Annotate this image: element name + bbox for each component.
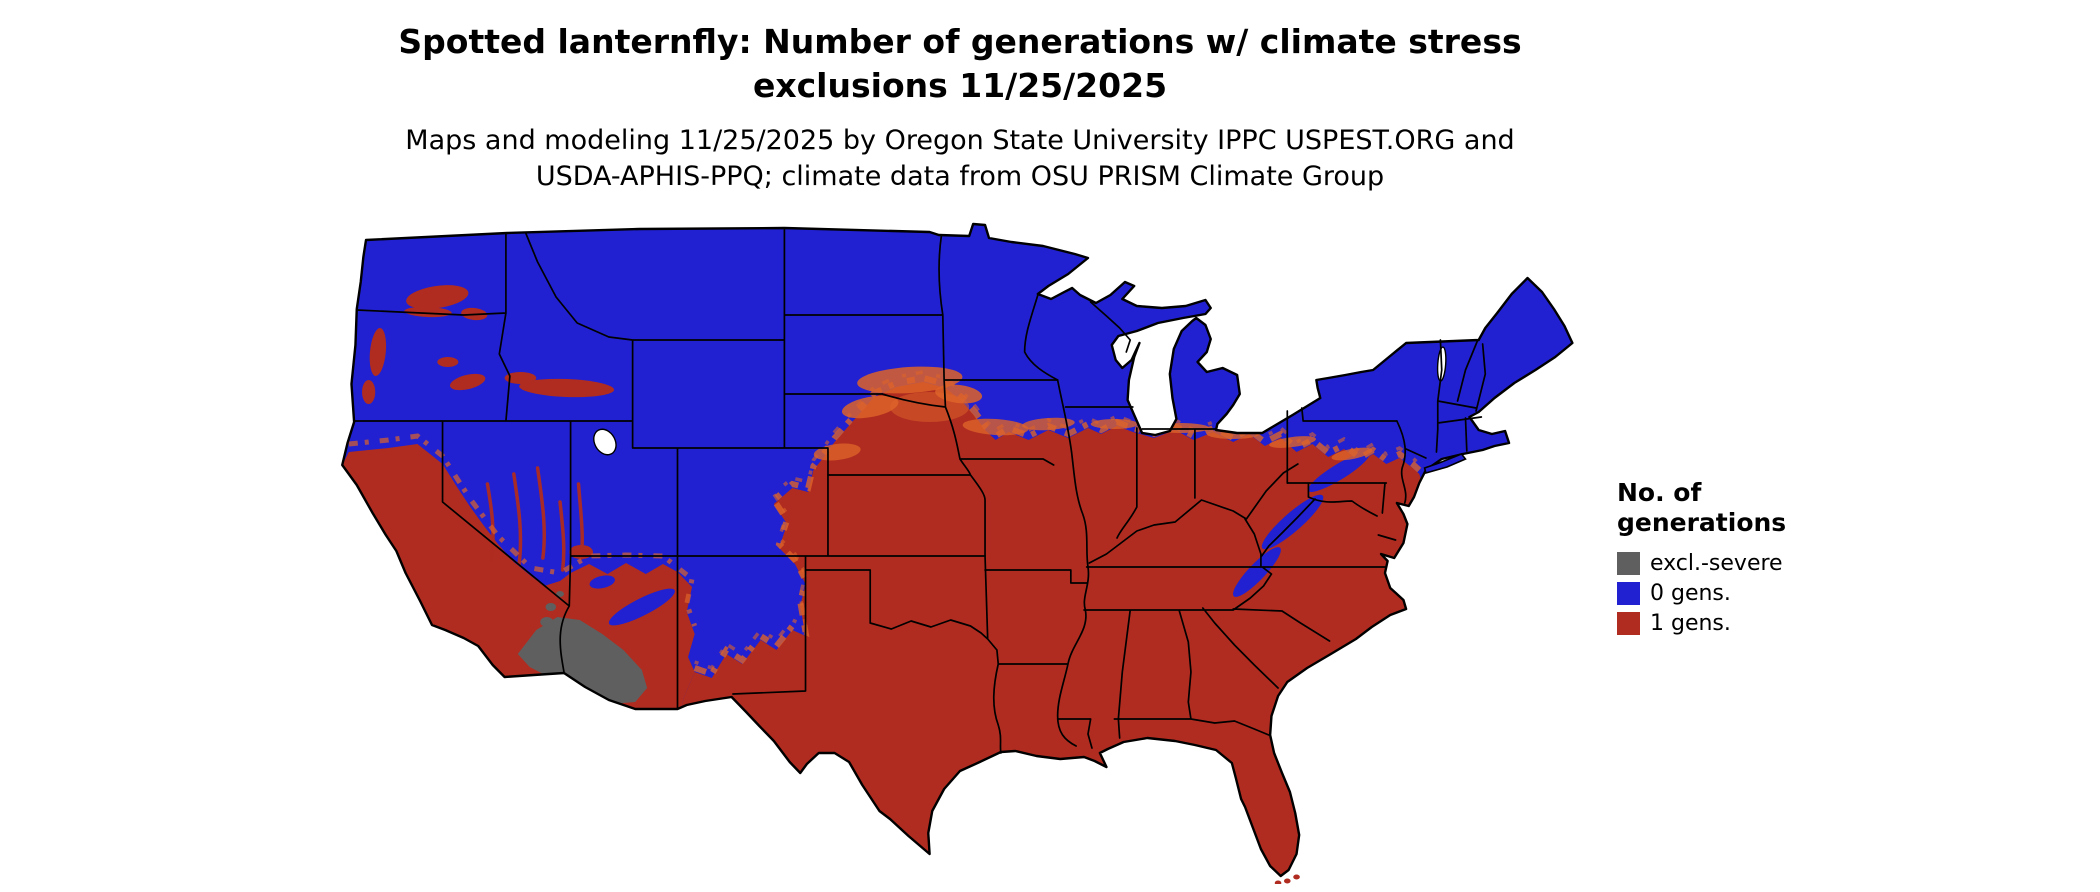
legend-item-0-gens: 0 gens. — [1617, 581, 1937, 606]
map-legend: No. of generations excl.-severe 0 gens. … — [1617, 478, 1937, 636]
state-borders-south — [1058, 499, 1385, 748]
legend-item-excl-severe: excl.-severe — [1617, 551, 1937, 576]
region-excl-severe — [517, 591, 648, 704]
appalachian-streak-blueridge — [1233, 547, 1281, 597]
legend-label-1-gens: 1 gens. — [1650, 611, 1731, 636]
page-title-line1: Spotted lanternfly: Number of generation… — [398, 22, 1522, 61]
figure-header: Spotted lanternfly: Number of generation… — [0, 20, 1920, 194]
legend-label-excl-severe: excl.-severe — [1650, 551, 1783, 576]
state-borders-east — [1287, 340, 1485, 540]
great-salt-lake — [590, 427, 619, 456]
legend-items: excl.-severe 0 gens. 1 gens. — [1617, 551, 1937, 636]
page-title-line2: exclusions 11/25/2025 — [752, 65, 1168, 105]
legend-swatch-0-gens — [1617, 582, 1640, 605]
legend-swatch-excl-severe — [1617, 552, 1640, 575]
appalachian-streak-pa — [1307, 451, 1370, 493]
us-generations-map — [340, 222, 1574, 884]
state-borders-rivers — [1025, 295, 1298, 746]
nevada-red-valleys — [487, 468, 582, 570]
long-island — [1425, 454, 1466, 473]
subtitle-line1: Maps and modeling 11/25/2025 by Oregon S… — [405, 125, 1515, 157]
state-borders-midwest — [1066, 302, 1397, 538]
subtitle-line2: USDA-APHIS-PPQ; climate data from OSU PR… — [535, 160, 1385, 192]
state-borders-west — [354, 230, 985, 709]
legend-item-1-gens: 1 gens. — [1617, 611, 1937, 636]
legend-label-0-gens: 0 gens. — [1650, 581, 1731, 606]
legend-title: No. of generations — [1617, 478, 1937, 537]
state-borders-plains — [784, 235, 1086, 753]
figure-subtitle: Maps and modeling 11/25/2025 by Oregon S… — [0, 123, 1920, 194]
legend-title-line1: No. of — [1617, 478, 1702, 507]
northwest-red-patches — [362, 285, 615, 600]
state-borders — [354, 230, 1485, 753]
legend-title-line2: generations — [1617, 507, 1787, 537]
legend-swatch-1-gens — [1617, 612, 1640, 635]
florida-keys — [1274, 874, 1300, 884]
